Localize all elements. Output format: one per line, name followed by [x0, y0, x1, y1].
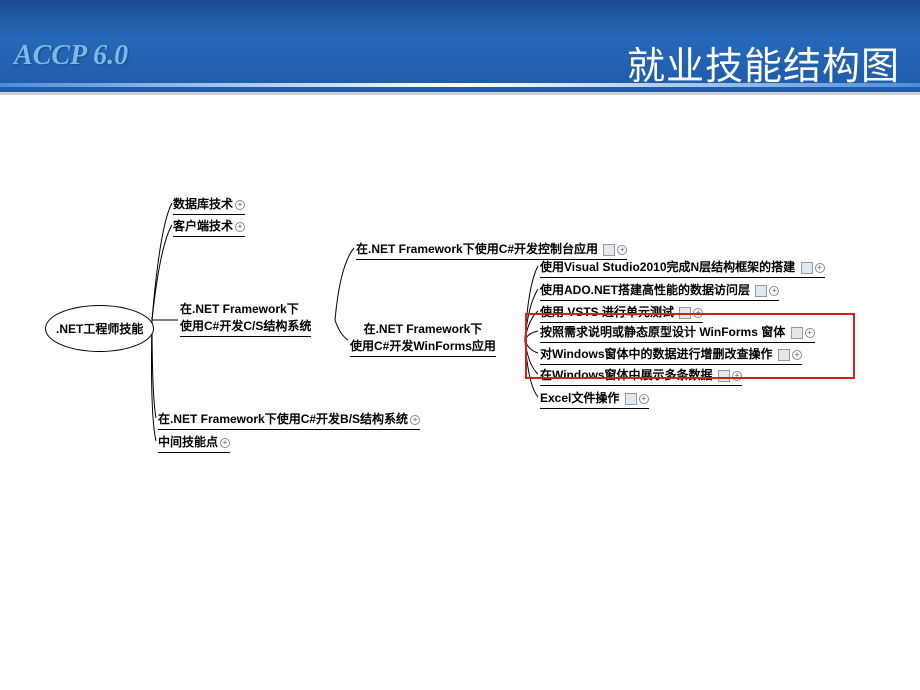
l2-node-winforms: 在.NET Framework下 使用C#开发WinForms应用 — [350, 320, 496, 357]
node-label: 在.NET Framework下使用C#开发B/S结构系统 — [158, 412, 408, 426]
node-label: 中间技能点 — [158, 435, 218, 449]
expand-icon[interactable]: + — [410, 415, 420, 425]
slide-title: 就业技能结构图 — [627, 35, 900, 90]
expand-icon[interactable]: + — [220, 438, 230, 448]
node-label: 数据库技术 — [173, 197, 233, 211]
document-icon — [625, 393, 637, 405]
expand-icon[interactable]: + — [639, 394, 649, 404]
node-label: 使用Visual Studio2010完成N层结构框架的搭建 — [540, 260, 795, 274]
node-label: 使用ADO.NET搭建高性能的数据访问层 — [540, 283, 750, 297]
l1-node-client: 客户端技术+ — [173, 217, 245, 237]
expand-icon[interactable]: + — [235, 200, 245, 210]
mindmap-edges — [0, 95, 920, 690]
expand-icon[interactable]: + — [617, 245, 627, 255]
l2-node-console: 在.NET Framework下使用C#开发控制台应用 + — [356, 240, 627, 260]
highlight-box — [525, 313, 855, 379]
node-label: Excel文件操作 — [540, 391, 619, 405]
root-node: .NET工程师技能 — [45, 305, 154, 352]
slide-header: ACCP 6.0 就业技能结构图 — [0, 0, 920, 95]
l1-node-bs: 在.NET Framework下使用C#开发B/S结构系统+ — [158, 410, 420, 430]
l1-node-middle: 中间技能点+ — [158, 433, 230, 453]
root-label: .NET工程师技能 — [56, 322, 143, 336]
l3-node-adonet: 使用ADO.NET搭建高性能的数据访问层 + — [540, 281, 779, 301]
l3-node-excel: Excel文件操作 + — [540, 389, 649, 409]
l1-node-cs: 在.NET Framework下 使用C#开发C/S结构系统 — [180, 300, 311, 337]
node-label-line2: 使用C#开发WinForms应用 — [350, 337, 496, 357]
document-icon — [801, 262, 813, 274]
l3-node-vs2010: 使用Visual Studio2010完成N层结构框架的搭建 + — [540, 258, 825, 278]
node-label: 在.NET Framework下使用C#开发控制台应用 — [356, 242, 598, 256]
logo-text: ACCP 6.0 — [14, 40, 128, 72]
node-label-line2: 使用C#开发C/S结构系统 — [180, 317, 311, 337]
expand-icon[interactable]: + — [235, 222, 245, 232]
node-label-line1: 在.NET Framework下 — [180, 300, 311, 317]
expand-icon[interactable]: + — [815, 263, 825, 273]
node-label-line1: 在.NET Framework下 — [350, 320, 496, 337]
expand-icon[interactable]: + — [769, 286, 779, 296]
header-stripe — [0, 83, 920, 87]
node-label: 客户端技术 — [173, 219, 233, 233]
document-icon — [755, 285, 767, 297]
document-icon — [603, 244, 615, 256]
mindmap-canvas: .NET工程师技能 数据库技术+ 客户端技术+ 在.NET Framework下… — [0, 95, 920, 690]
l1-node-database: 数据库技术+ — [173, 195, 245, 215]
